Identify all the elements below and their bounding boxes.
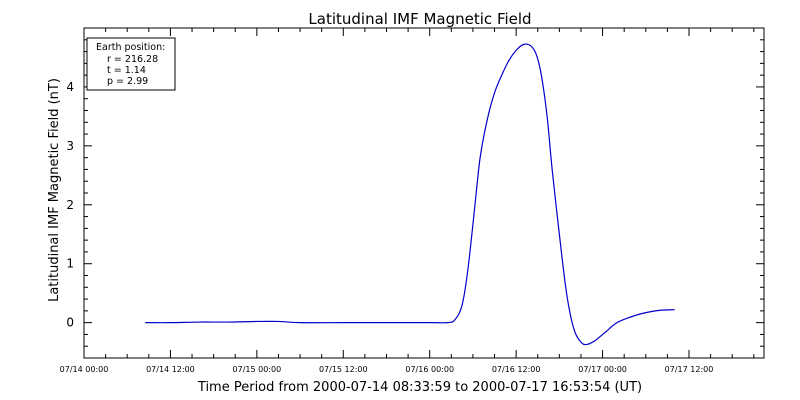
- x-axis-label: Time Period from 2000-07-14 08:33:59 to …: [197, 380, 642, 395]
- x-tick-label: 07/16 12:00: [492, 365, 541, 374]
- plot-frame: [83, 27, 765, 359]
- y-axis-label: Latitudinal IMF Magnetic Field (nT): [47, 78, 62, 302]
- x-tick-label: 07/17 12:00: [665, 365, 714, 374]
- legend-line-r: r = 216.28: [107, 54, 158, 65]
- y-tick-label: 1: [66, 257, 74, 271]
- legend-line-earth-position: Earth position:: [96, 42, 165, 53]
- legend-frame: [86, 37, 176, 91]
- y-tick-label: 0: [66, 316, 74, 330]
- y-tick-label: 2: [66, 198, 74, 212]
- x-tick-label: 07/14 12:00: [146, 365, 195, 374]
- y-axis-ticks: 0 1 2 3 4: [66, 39, 764, 347]
- x-tick-label: 07/14 00:00: [60, 365, 109, 374]
- x-axis-ticks: 07/14 00:00 07/14 12:00 07/15 00:00 07/15 1…: [60, 28, 755, 374]
- legend-line-t: t = 1.14: [107, 65, 146, 76]
- x-tick-label: 07/15 00:00: [233, 365, 282, 374]
- y-tick-label: 4: [66, 80, 74, 94]
- y-tick-label: 3: [66, 139, 74, 153]
- legend-line-p: p = 2.99: [107, 76, 148, 87]
- x-tick-label: 07/17 00:00: [578, 365, 627, 374]
- series-line: [145, 43, 675, 346]
- x-tick-label: 07/15 12:00: [319, 365, 368, 374]
- chart-title: Latitudinal IMF Magnetic Field: [308, 10, 531, 28]
- x-tick-label: 07/16 00:00: [405, 365, 454, 374]
- legend-box: Earth position: r = 216.28 t = 1.14 p = …: [86, 37, 176, 91]
